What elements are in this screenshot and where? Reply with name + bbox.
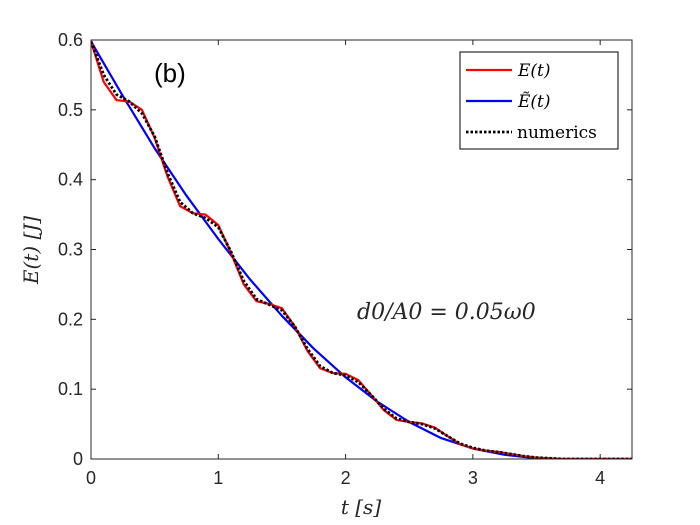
axes-layer: 0 1 2 3 4 0 0.1 0.2 0.3 0.4 0.5 0.6 bbox=[58, 30, 633, 488]
series-line-numerics bbox=[91, 40, 632, 459]
y-tick-label: 0.2 bbox=[58, 309, 83, 329]
y-tick-label: 0.4 bbox=[58, 170, 83, 190]
legend-label-e: E(t) bbox=[517, 61, 551, 81]
y-axis-label-text: E(t) [J] bbox=[19, 216, 43, 285]
legend-label-numerics: numerics bbox=[517, 123, 597, 143]
y-tick-label: 0.6 bbox=[58, 30, 83, 50]
y-tick-label: 0 bbox=[73, 449, 83, 469]
legend: E(t) Ẽ(t) numerics bbox=[459, 51, 619, 150]
annotation: d0/A0 = 0.05ω0 bbox=[357, 300, 536, 325]
x-tick-label: 4 bbox=[595, 468, 605, 488]
y-tick-label: 0.1 bbox=[58, 379, 83, 399]
panel-label: (b) bbox=[154, 58, 186, 88]
x-tick-label: 3 bbox=[468, 468, 478, 488]
x-axis-label-text: t [s] bbox=[341, 495, 381, 519]
x-tick-label: 2 bbox=[341, 468, 351, 488]
y-axis-label: E(t) [J] bbox=[19, 216, 43, 285]
y-tick-label: 0.3 bbox=[58, 240, 83, 260]
annotation-text: d0/A0 = 0.05ω0 bbox=[357, 300, 536, 325]
legend-label-e-tilde: Ẽ(t) bbox=[517, 91, 551, 112]
series-layer bbox=[91, 40, 632, 459]
x-tick-label: 0 bbox=[86, 468, 96, 488]
y-tick-label: 0.5 bbox=[58, 100, 83, 120]
x-axis-label: t [s] bbox=[341, 495, 381, 519]
x-tick-label: 1 bbox=[213, 468, 223, 488]
